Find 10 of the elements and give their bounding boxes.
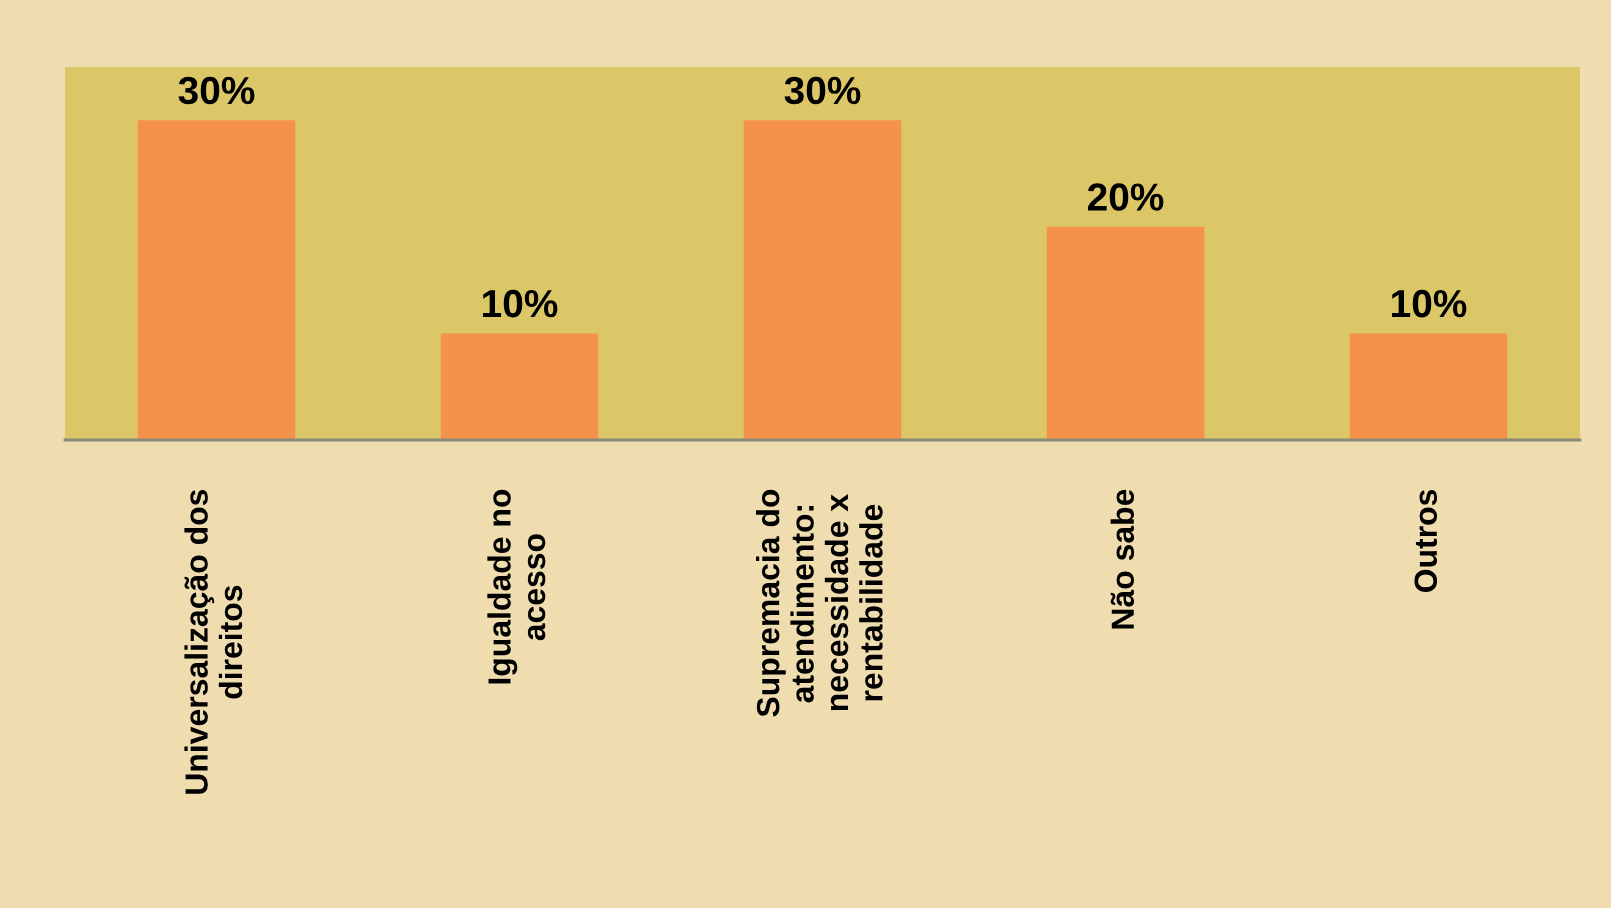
x-tick-label: Universalização dos direitos (184, 489, 243, 794)
data-label: 10% (483, 289, 558, 318)
data-label: 20% (1087, 183, 1164, 211)
data-label: 10% (1392, 289, 1467, 318)
data-label: 30% (178, 76, 255, 105)
x-tick-label: Igualdade no acesso (487, 489, 546, 684)
x-tick-label: Outros (1414, 489, 1438, 592)
data-label: 30% (784, 76, 861, 105)
x-tick-label: Supremacia do atendimento: necessidade x rentabilidade (756, 489, 883, 717)
x-tick-label: Não sabe (1110, 489, 1135, 629)
